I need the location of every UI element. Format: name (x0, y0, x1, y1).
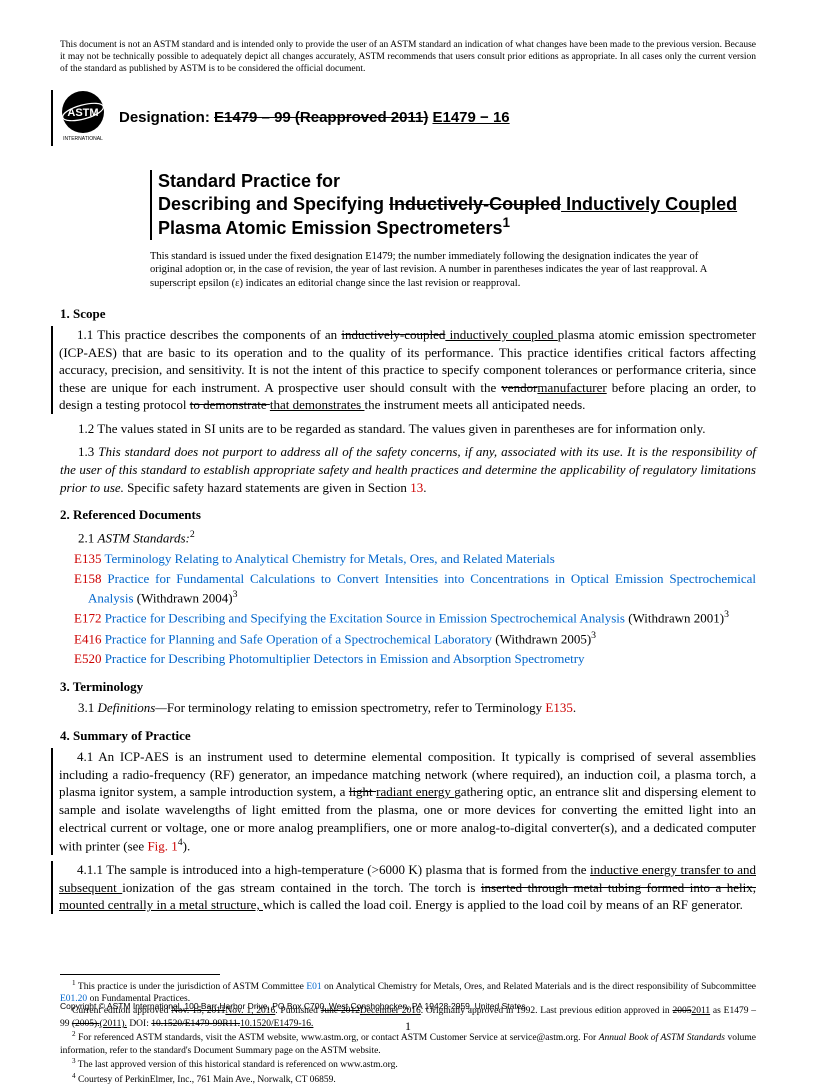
reference-item: E172 Practice for Describing and Specify… (74, 608, 756, 627)
ref-title[interactable]: Terminology Relating to Analytical Chemi… (101, 551, 554, 566)
header-row: ASTM INTERNATIONAL Designation: E1479 – … (60, 90, 756, 147)
reference-item: E416 Practice for Planning and Safe Oper… (74, 629, 756, 648)
reference-item: E520 Practice for Describing Photomultip… (74, 650, 756, 668)
references-list: E135 Terminology Relating to Analytical … (60, 550, 756, 667)
ref-e135-inline[interactable]: E135 (545, 700, 572, 715)
footnote-4: 4 Courtesy of PerkinElmer, Inc., 761 Mai… (60, 1072, 756, 1086)
old-designation: E1479 – 99 (Reapproved 2011) (214, 109, 428, 126)
ref-title[interactable]: Practice for Describing Photomultiplier … (101, 651, 584, 666)
para-1-3: 1.3 This standard does not purport to ad… (60, 443, 756, 496)
committee-e01-link[interactable]: E01 (306, 982, 321, 992)
para-4-1-1: 4.1.1 The sample is introduced into a hi… (51, 861, 756, 914)
reference-item: E158 Practice for Fundamental Calculatio… (74, 570, 756, 606)
ref-code[interactable]: E158 (74, 571, 101, 586)
para-1-2: 1.2 The values stated in SI units are to… (60, 420, 756, 438)
ref-code[interactable]: E416 (74, 632, 101, 647)
footnote-2: 2 For referenced ASTM standards, visit t… (60, 1030, 756, 1057)
para-4-1: 4.1 An ICP-AES is an instrument used to … (51, 748, 756, 855)
status-note: This standard is issued under the fixed … (150, 250, 756, 291)
ref-code[interactable]: E520 (74, 651, 101, 666)
ref-code[interactable]: E135 (74, 551, 101, 566)
para-3-1: 3.1 Definitions—For terminology relating… (60, 699, 756, 717)
ref-suffix: (Withdrawn 2004) (134, 590, 233, 605)
para-1-1: 1.1 This practice describes the componen… (51, 326, 756, 414)
new-designation: E1479 − 16 (432, 109, 509, 126)
reference-item: E135 Terminology Relating to Analytical … (74, 550, 756, 568)
copyright-line: Copyright © ASTM International, 100 Barr… (60, 1001, 526, 1012)
section-4-head: 4. Summary of Practice (60, 727, 756, 745)
section-1-head: 1. Scope (60, 305, 756, 323)
title-block: Standard Practice for Describing and Spe… (150, 170, 756, 240)
logo-change-bar: ASTM INTERNATIONAL (51, 90, 107, 147)
fig-1-ref[interactable]: Fig. 1 (147, 838, 177, 853)
page-number: 1 (0, 1018, 816, 1034)
svg-text:ASTM: ASTM (67, 107, 98, 119)
section-ref-13[interactable]: 13 (410, 480, 423, 495)
ref-title[interactable]: Practice for Describing and Specifying t… (101, 611, 624, 626)
svg-text:INTERNATIONAL: INTERNATIONAL (63, 136, 103, 142)
ref-suffix: (Withdrawn 2005) (492, 632, 591, 647)
footnote-3: 3 The last approved version of this hist… (60, 1057, 756, 1072)
disclaimer-text: This document is not an ASTM standard an… (60, 40, 756, 76)
designation: Designation: E1479 – 99 (Reapproved 2011… (119, 108, 510, 128)
section-2-head: 2. Referenced Documents (60, 506, 756, 524)
astm-logo: ASTM INTERNATIONAL (59, 90, 107, 142)
ref-suffix: (Withdrawn 2001) (625, 611, 724, 626)
ref-title[interactable]: Practice for Planning and Safe Operation… (101, 632, 492, 647)
para-2-1: 2.1 ASTM Standards:2 (60, 528, 756, 547)
ref-code[interactable]: E172 (74, 611, 101, 626)
standard-title: Standard Practice for Describing and Spe… (158, 170, 756, 240)
section-3-head: 3. Terminology (60, 678, 756, 696)
